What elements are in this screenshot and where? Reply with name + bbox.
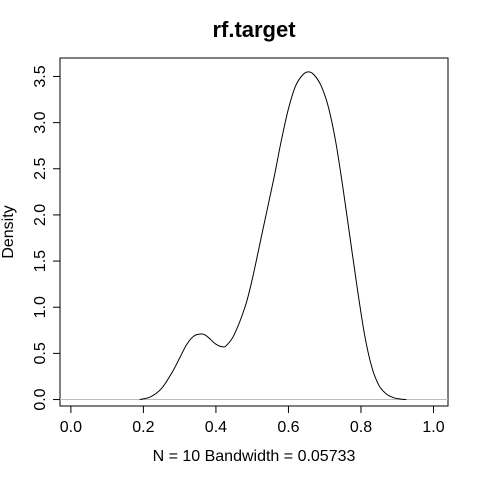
x-tick-label: 0.2: [132, 419, 154, 436]
x-tick-label: 0.8: [350, 419, 372, 436]
y-tick-label: 0.0: [32, 388, 49, 410]
x-axis: 0.0 0.2 0.4 0.6 0.8 1.0: [60, 405, 445, 436]
chart-title: rf.target: [212, 17, 296, 42]
x-tick-label: 0.6: [277, 419, 299, 436]
plot-frame: [59, 57, 449, 407]
y-tick-label: 3.5: [32, 65, 49, 87]
y-tick-label: 2.0: [32, 204, 49, 226]
y-tick-label: 3.0: [32, 111, 49, 133]
y-tick-label: 1.0: [32, 296, 49, 318]
x-tick-label: 0.0: [60, 419, 82, 436]
y-axis-label: Density: [0, 205, 17, 258]
y-tick-label: 0.5: [32, 342, 49, 364]
x-tick-label: 0.4: [205, 419, 227, 436]
y-tick-label: 1.5: [32, 250, 49, 272]
x-axis-label: N = 10 Bandwidth = 0.05733: [153, 448, 356, 465]
y-tick-label: 2.5: [32, 158, 49, 180]
density-curve: [139, 71, 407, 401]
y-axis: 0.0 0.5 1.0 1.5 2.0 2.5 3.0 3.5: [32, 65, 61, 411]
x-tick-label: 1.0: [422, 419, 444, 436]
